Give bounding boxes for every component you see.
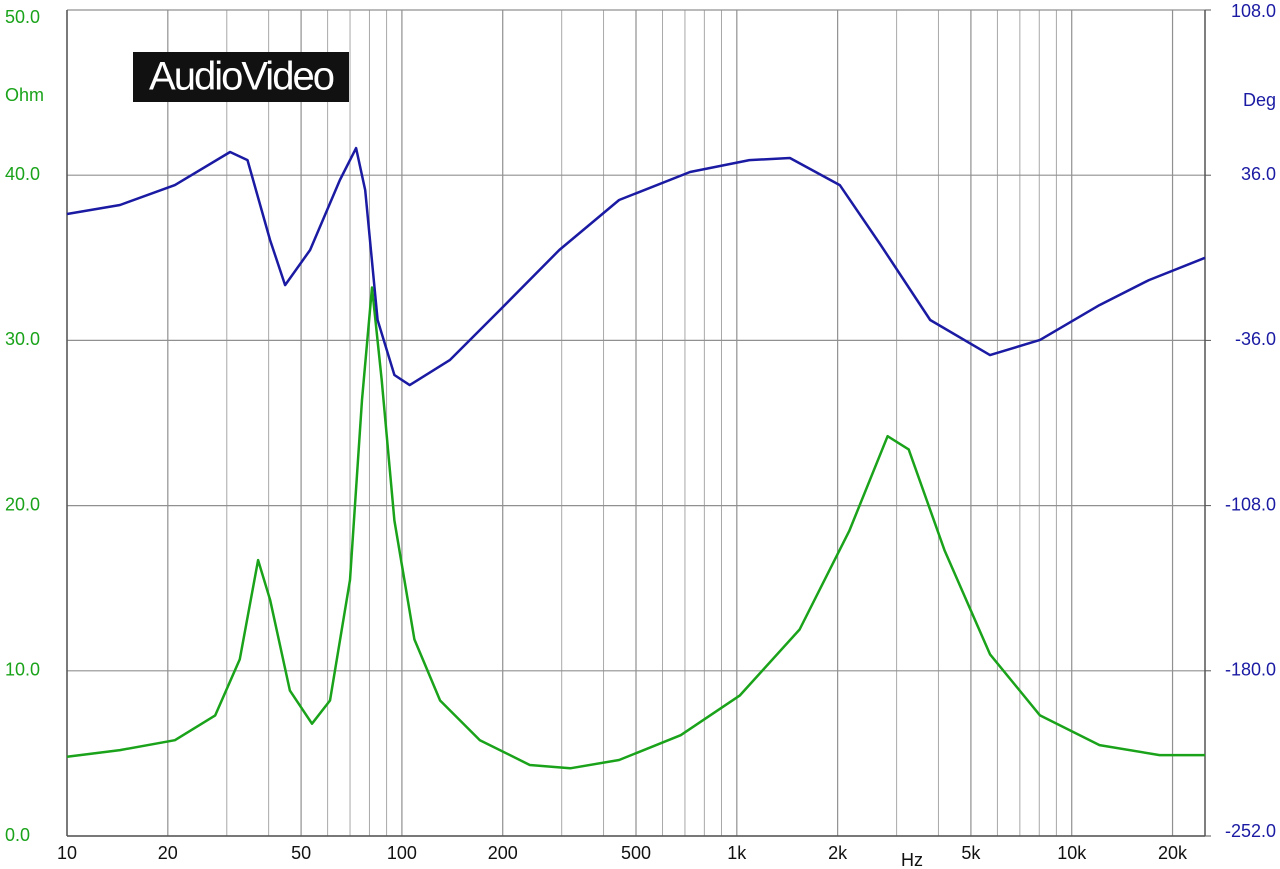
- y-tick-label: 10.0: [5, 660, 40, 680]
- y-tick-label: 50.0: [5, 7, 40, 27]
- x-tick-label: 50: [291, 843, 311, 863]
- x-tick-label: 20: [158, 843, 178, 863]
- y-tick-label: 0.0: [5, 825, 30, 845]
- x-tick-label: 10: [57, 843, 77, 863]
- logo-box: [133, 52, 349, 102]
- x-tick-label: 100: [387, 843, 417, 863]
- y-tick-label: 20.0: [5, 494, 40, 514]
- x-tick-label: 2k: [828, 843, 848, 863]
- y-tick-label: 40.0: [5, 164, 40, 184]
- x-tick-label: 5k: [961, 843, 981, 863]
- y2-tick-label: 36.0: [1241, 164, 1276, 184]
- x-tick-label: 20k: [1158, 843, 1188, 863]
- y-axis-label: Ohm: [5, 85, 44, 105]
- y2-tick-label: 108.0: [1231, 1, 1276, 21]
- x-axis-label: Hz: [901, 850, 923, 869]
- x-tick-label: 1k: [727, 843, 747, 863]
- y2-tick-label: -180.0: [1225, 660, 1276, 680]
- y2-tick-label: -36.0: [1235, 329, 1276, 349]
- y2-axis-label: Deg: [1243, 90, 1276, 110]
- x-tick-label: 10k: [1057, 843, 1087, 863]
- x-tick-label: 500: [621, 843, 651, 863]
- y2-tick-label: -252.0: [1225, 821, 1276, 841]
- x-tick-label: 200: [488, 843, 518, 863]
- y-tick-label: 30.0: [5, 329, 40, 349]
- y2-tick-label: -108.0: [1225, 494, 1276, 514]
- series-line: [66, 286, 1205, 770]
- logo-text: AudioVideo: [149, 55, 334, 99]
- series-line: [66, 146, 1206, 387]
